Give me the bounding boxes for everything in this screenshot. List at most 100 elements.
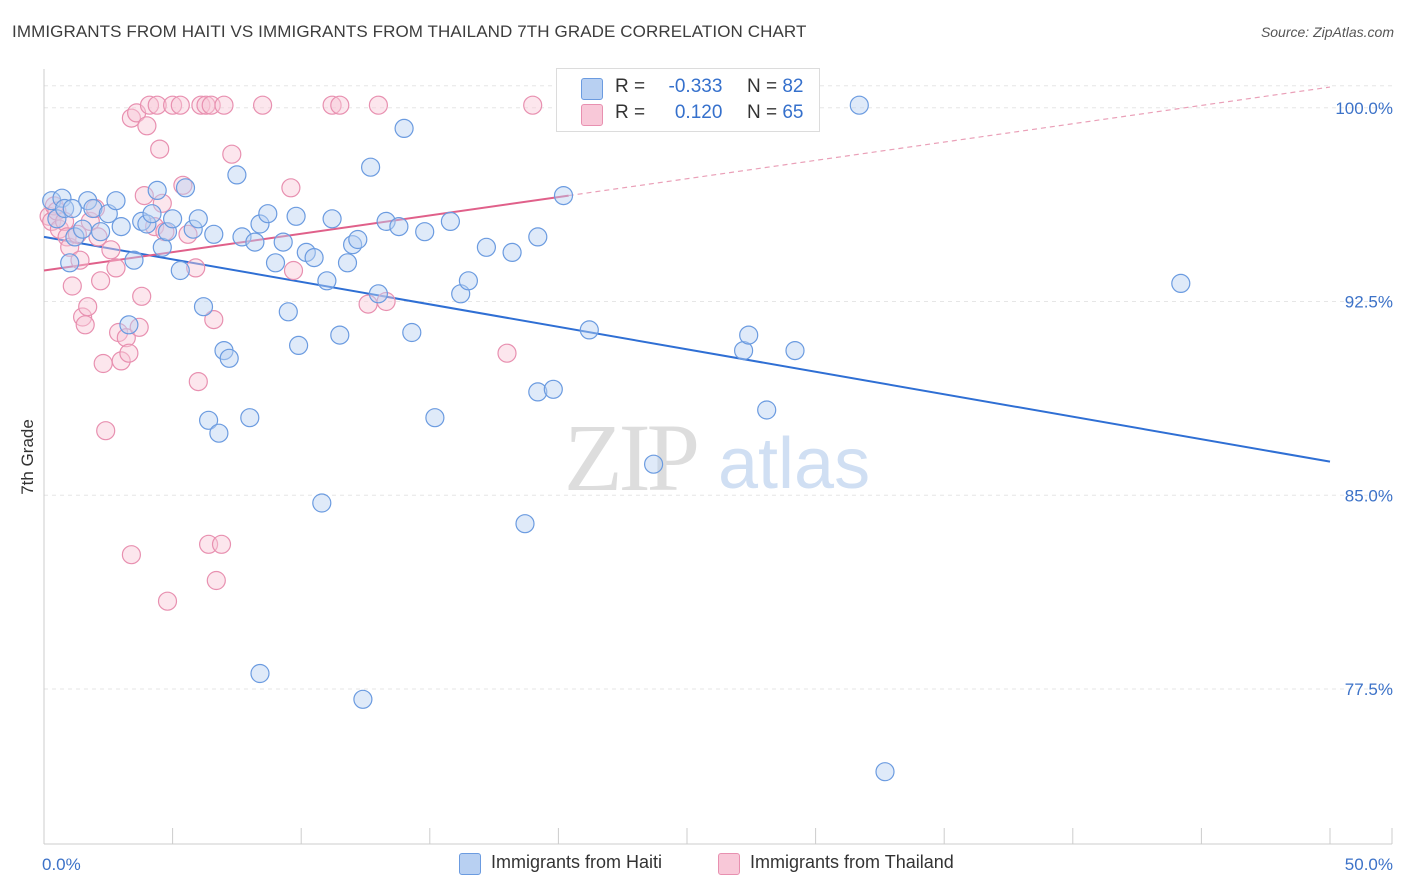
thailand-point-60 <box>368 95 388 115</box>
thailand-point-41 <box>173 175 193 195</box>
haiti-point-73 <box>733 341 754 361</box>
watermark-zip: ZIP <box>564 404 697 511</box>
haiti-point-78 <box>875 762 895 782</box>
haiti-point-11 <box>106 191 126 211</box>
haiti-point-23 <box>175 178 196 198</box>
axes <box>43 69 1392 845</box>
haiti-point-44 <box>304 248 324 268</box>
trend-lines <box>43 86 1331 463</box>
thailand-point-27 <box>121 545 141 565</box>
thailand-point-43 <box>186 258 206 278</box>
watermark-atlas: atlas <box>718 424 870 504</box>
haiti-point-19 <box>152 237 172 257</box>
thailand-point-20 <box>101 240 121 260</box>
haiti-point-68 <box>528 382 548 402</box>
haiti-point-39 <box>273 232 293 252</box>
x-tick-label-min: 0.0% <box>42 855 81 874</box>
thailand-point-23 <box>111 351 131 371</box>
haiti-point-24 <box>183 219 203 239</box>
haiti-point-47 <box>322 209 342 229</box>
haiti-point-49 <box>337 253 358 273</box>
thailand-point-56 <box>283 260 304 281</box>
legend-r-label: R = <box>615 102 646 123</box>
series-thailand-points <box>39 95 543 611</box>
thailand-point-42 <box>178 224 198 244</box>
legend-n-value-thailand: 65 <box>782 102 804 123</box>
haiti-point-70 <box>553 186 574 206</box>
haiti-point-55 <box>376 211 396 231</box>
haiti-point-40 <box>278 302 298 322</box>
haiti-point-31 <box>219 348 239 368</box>
thailand-point-54 <box>253 95 273 115</box>
haiti-point-1 <box>47 209 67 229</box>
correlation-legend: R = -0.333 N = 82 R = 0.120 N = 65 <box>556 68 820 132</box>
bottom-legend-swatch-thailand <box>718 853 740 875</box>
haiti-point-54 <box>368 284 388 304</box>
legend-r-value-haiti: -0.333 <box>668 76 723 97</box>
haiti-point-17 <box>142 204 162 224</box>
haiti-point-12 <box>111 217 131 237</box>
haiti-point-37 <box>258 204 278 224</box>
haiti-point-45 <box>312 493 332 513</box>
haiti-point-36 <box>250 214 270 234</box>
y-tick-label-1: 85.0% <box>1345 486 1393 505</box>
haiti-point-25 <box>188 209 208 229</box>
thailand-point-21 <box>106 258 126 278</box>
haiti-point-58 <box>402 322 422 343</box>
thailand-point-51 <box>211 534 232 554</box>
thailand-point-26 <box>121 108 141 128</box>
thailand-point-8 <box>62 276 82 296</box>
thailand-point-33 <box>139 95 160 115</box>
haiti-point-4 <box>60 253 80 273</box>
haiti-point-51 <box>348 229 368 250</box>
thailand-point-30 <box>132 286 152 306</box>
haiti-point-52 <box>353 689 373 709</box>
haiti-point-16 <box>137 214 157 234</box>
haiti-point-46 <box>317 271 337 291</box>
haiti-point-34 <box>240 408 260 428</box>
haiti-point-80 <box>250 663 270 684</box>
trend-line-thailand-extension <box>568 86 1331 197</box>
thailand-point-53 <box>222 144 242 164</box>
haiti-point-77 <box>849 95 869 115</box>
thailand-point-50 <box>206 570 226 591</box>
legend-n-value-haiti: 82 <box>782 76 804 97</box>
haiti-point-75 <box>757 400 777 420</box>
thailand-point-44 <box>188 372 208 392</box>
thailand-point-25 <box>119 343 139 363</box>
thailand-point-55 <box>281 178 301 198</box>
legend-r-label: R = <box>615 76 646 97</box>
haiti-point-29 <box>209 423 229 443</box>
haiti-point-60 <box>425 408 445 428</box>
haiti-point-69 <box>543 379 563 399</box>
legend-r-value-thailand: 0.120 <box>674 102 723 123</box>
series-haiti-points <box>42 95 1191 782</box>
watermark: ZIP atlas <box>564 404 870 511</box>
haiti-point-35 <box>245 232 265 252</box>
trend-line-haiti <box>43 235 1331 463</box>
chart-title: IMMIGRANTS FROM HAITI VS IMMIGRANTS FROM… <box>12 22 807 41</box>
y-tick-label-2: 92.5% <box>1345 293 1393 312</box>
thailand-point-52 <box>214 95 234 115</box>
haiti-point-28 <box>204 224 224 244</box>
haiti-point-3 <box>54 198 75 219</box>
legend-swatch-thailand <box>581 104 603 126</box>
haiti-point-64 <box>476 237 496 257</box>
legend-n-label: N = <box>746 76 778 97</box>
haiti-point-65 <box>502 242 522 262</box>
x-tick-labels: 0.0% 50.0% <box>42 855 1393 874</box>
bottom-legend-swatch-haiti <box>459 853 481 875</box>
haiti-point-26 <box>193 297 214 317</box>
thailand-point-16 <box>88 227 108 247</box>
thailand-point-12 <box>75 315 95 335</box>
haiti-point-63 <box>458 271 478 291</box>
haiti-point-13 <box>119 315 139 335</box>
haiti-point-5 <box>65 227 85 247</box>
haiti-point-59 <box>415 222 435 242</box>
bottom-legend-label-haiti: Immigrants from Haiti <box>491 852 663 872</box>
thailand-point-17 <box>90 271 111 291</box>
trend-line-thailand <box>43 194 569 272</box>
haiti-point-76 <box>785 341 805 361</box>
haiti-point-61 <box>440 211 460 231</box>
